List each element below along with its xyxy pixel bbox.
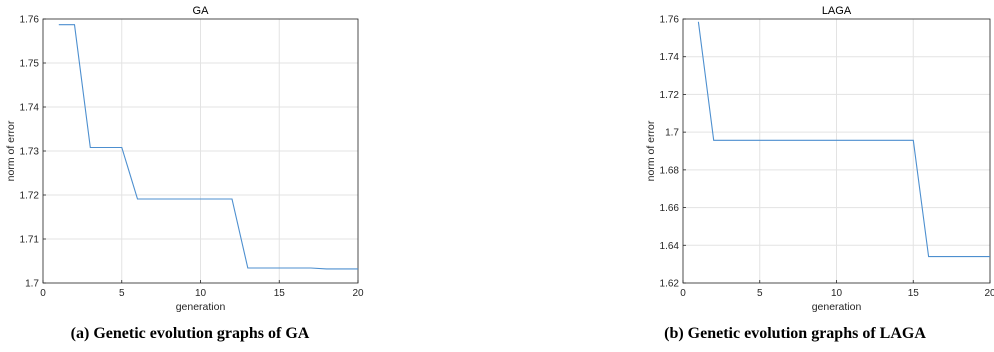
- series-line: [697, 21, 990, 258]
- chart-panel-laga: 0 5 10 15 20 1.62 1.64 1.66 1.68 1.7 1.72 1.74 1.76 L…: [645, 5, 994, 313]
- y-tick-label: 1.68: [660, 165, 680, 176]
- caption-ga: (a) Genetic evolution graphs of GA: [71, 325, 310, 342]
- x-tick-label: 10: [195, 288, 207, 299]
- x-tick-label: 15: [274, 288, 286, 299]
- y-tick-label: 1.74: [660, 52, 680, 63]
- y-tick-label: 1.74: [20, 103, 40, 114]
- y-tick-label: 1.76: [660, 15, 680, 26]
- y-tick-label: 1.7: [665, 128, 679, 139]
- x-tick-label: 20: [984, 288, 994, 299]
- y-tick-label: 1.7: [25, 279, 39, 290]
- chart-title: LAGA: [822, 5, 852, 17]
- x-tick-label: 0: [680, 288, 686, 299]
- y-axis-label: norm of error: [5, 120, 17, 181]
- grid: [682, 18, 991, 284]
- y-tick-label: 1.72: [20, 191, 40, 202]
- y-tick-label: 1.66: [660, 203, 680, 214]
- grid: [42, 18, 359, 284]
- y-tick-label: 1.62: [660, 279, 680, 290]
- x-tick-label: 15: [908, 288, 920, 299]
- x-tick-label: 5: [119, 288, 125, 299]
- y-tick-label: 1.75: [20, 59, 40, 70]
- y-tick-label: 1.73: [20, 147, 40, 158]
- y-tick-label: 1.71: [20, 235, 40, 246]
- chart-title: GA: [193, 5, 210, 17]
- x-tick-label: 10: [831, 288, 843, 299]
- chart-panel-ga: 0 5 10 15 20 1.7 1.71 1.72 1.73 1.74 1.75 1.76 GA gen…: [5, 5, 364, 313]
- y-axis-label: norm of error: [645, 120, 657, 181]
- x-axis-label: generation: [176, 301, 226, 313]
- series-line: [58, 24, 358, 270]
- y-tick-label: 1.64: [660, 241, 680, 252]
- caption-laga: (b) Genetic evolution graphs of LAGA: [664, 325, 926, 342]
- x-tick-label: 20: [352, 288, 364, 299]
- x-axis-label: generation: [812, 301, 862, 313]
- y-tick-label: 1.72: [660, 90, 680, 101]
- y-tick-label: 1.76: [20, 15, 40, 26]
- x-tick-label: 0: [40, 288, 46, 299]
- x-tick-label: 5: [757, 288, 763, 299]
